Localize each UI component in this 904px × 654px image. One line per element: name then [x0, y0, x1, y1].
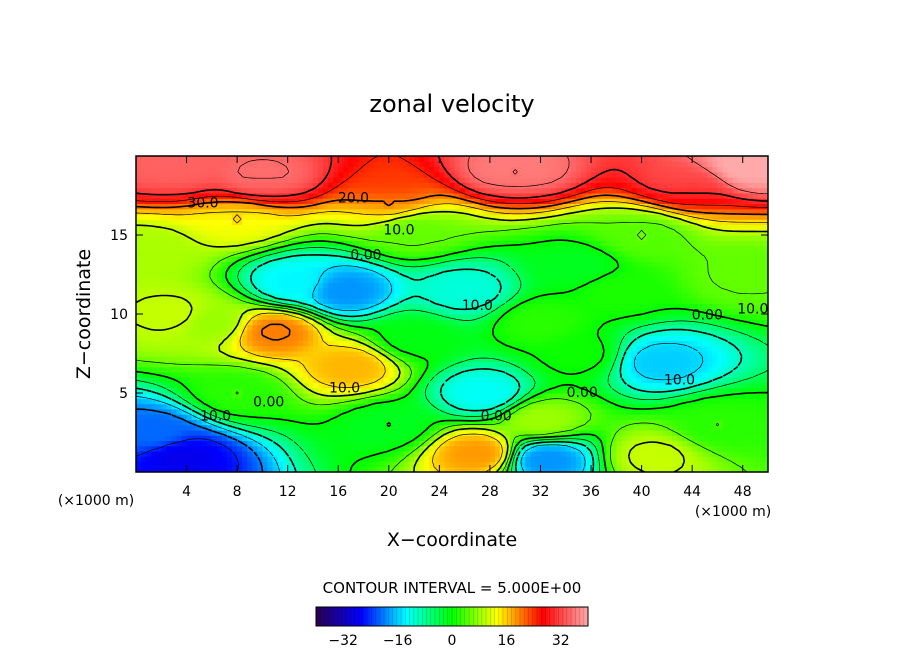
contour-label: 0.00: [567, 385, 598, 401]
y-tick-label: 5: [119, 386, 128, 402]
y-axis-ticks: 5 10 15: [110, 228, 768, 402]
x-units-left: (×1000 m): [58, 493, 134, 509]
contour-line: [136, 156, 768, 208]
chart-title: zonal velocity: [369, 90, 534, 118]
colorbar-tick-label: 16: [497, 633, 515, 649]
contour-line: [136, 239, 768, 472]
x-tick-label: 24: [430, 484, 448, 500]
contour-line: [136, 254, 743, 472]
y-tick-label: 10: [110, 307, 128, 323]
contour-line: [136, 438, 239, 472]
x-tick-label: 36: [582, 484, 600, 500]
y-tick-label: 15: [110, 228, 128, 244]
contour-line: [136, 221, 768, 472]
x-tick-label: 32: [532, 484, 550, 500]
x-axis-label: X−coordinate: [387, 529, 517, 551]
contour-label: 10.0: [329, 380, 360, 396]
x-tick-label: 48: [734, 484, 752, 500]
contour-label: 10.0: [200, 409, 231, 425]
contour-line: [136, 265, 704, 472]
contour-line: [136, 156, 768, 202]
contour-lines: [136, 156, 768, 472]
contour-label: 30.0: [187, 195, 218, 211]
x-units-right: (×1000 m): [695, 504, 771, 520]
x-tick-label: 16: [329, 484, 347, 500]
x-tick-label: 20: [380, 484, 398, 500]
x-tick-label: 12: [279, 484, 297, 500]
contour-line: [136, 247, 768, 472]
colorbar-ticks: −32 −16 0 16 32: [319, 607, 585, 649]
contour-label: 20.0: [338, 191, 369, 207]
contour-line: [136, 408, 264, 472]
contour-label: 10.0: [462, 298, 493, 314]
colorbar-gradient: [315, 606, 589, 627]
colorbar-tick-label: 32: [552, 633, 570, 649]
contour-line: [136, 201, 768, 472]
colorbar-tick-label: −16: [383, 633, 413, 649]
contour-label: 0.00: [481, 409, 512, 425]
colorbar: −32 −16 0 16 32: [315, 606, 589, 649]
contour-label: 0.00: [253, 395, 284, 411]
contour-label: 10.0: [664, 372, 695, 388]
colorbar-tick-label: −32: [328, 633, 358, 649]
x-tick-label: 28: [481, 484, 499, 500]
x-tick-label: 44: [683, 484, 701, 500]
colorbar-tick-label: 0: [448, 633, 457, 649]
velocity-field: [136, 156, 768, 472]
y-axis-label: Z−coordinate: [73, 249, 95, 379]
contour-interval-text: CONTOUR INTERVAL = 5.000E+00: [323, 579, 582, 597]
contour-label: 0.00: [350, 248, 381, 264]
contour-label: 10.0: [737, 301, 768, 317]
x-tick-label: 4: [182, 484, 191, 500]
contour-label: 0.00: [692, 308, 723, 324]
contour-line: [237, 156, 768, 195]
contour-label: 10.0: [383, 222, 414, 238]
x-tick-label: 8: [233, 484, 242, 500]
contour-line: [136, 207, 768, 472]
x-tick-label: 40: [633, 484, 651, 500]
x-axis-ticks: 4 8 12 16 20 24 28 32 36 40 44 48: [182, 156, 752, 500]
